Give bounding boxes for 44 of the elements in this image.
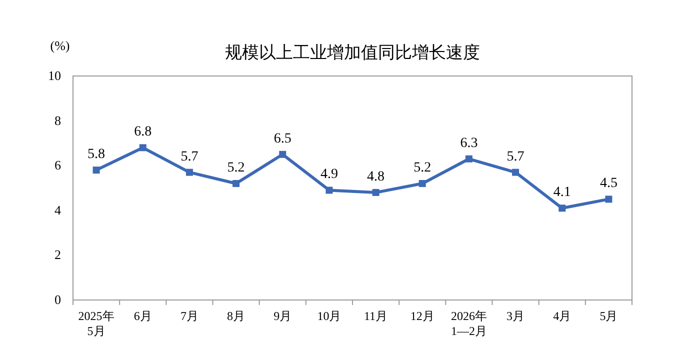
x-tick-label: 6月: [134, 309, 152, 323]
x-tick-label: 4月: [553, 309, 572, 323]
x-tick-label: 9月: [274, 309, 292, 323]
point: [186, 168, 193, 176]
point: [326, 186, 333, 194]
x-tick-label: 10月: [317, 309, 342, 323]
point: [372, 188, 380, 196]
data-label: 5.7: [180, 149, 198, 164]
point: [465, 155, 472, 162]
data-label: 6.3: [460, 136, 478, 151]
x-tick-label: 5月: [600, 309, 618, 323]
data-label: 4.1: [553, 185, 571, 200]
data-label: 4.8: [367, 169, 385, 184]
point: [605, 196, 612, 203]
point: [232, 180, 240, 188]
y-tick-label: 10: [48, 68, 61, 83]
chart-title: 规模以上工业增加值同比增长速度: [225, 43, 480, 63]
data-label: 4.9: [320, 167, 338, 182]
point: [512, 168, 520, 176]
y-axis-title: (%): [50, 38, 70, 53]
data-label: 5.7: [506, 149, 524, 164]
x-tick-label: 3月: [506, 309, 525, 323]
data-label: 4.5: [600, 176, 618, 192]
data-label: 5.2: [227, 160, 245, 176]
point: [558, 204, 566, 212]
x-tick-label: 2025年 5月: [78, 309, 114, 338]
x-tick-label: 2026年 1—2月: [450, 309, 487, 338]
x-tick-label: 7月: [180, 309, 198, 323]
point: [139, 144, 146, 152]
x-tick-label: 8月: [227, 309, 246, 323]
x-tick-label: 11月: [364, 309, 388, 323]
y-tick-label: 2: [54, 247, 61, 262]
y-tick-label: 4: [54, 202, 62, 218]
data-label: 6.8: [134, 124, 152, 140]
y-tick-label: 0: [54, 292, 61, 307]
point: [92, 166, 100, 174]
data-label: 5.2: [414, 160, 432, 176]
data-label: 6.5: [274, 131, 292, 146]
data-label: 5.8: [88, 147, 106, 162]
point: [418, 180, 426, 188]
y-tick-label: 6: [54, 158, 62, 173]
x-tick-label: 12月: [410, 309, 434, 323]
y-tick-label: 8: [54, 112, 61, 128]
point: [279, 150, 286, 158]
